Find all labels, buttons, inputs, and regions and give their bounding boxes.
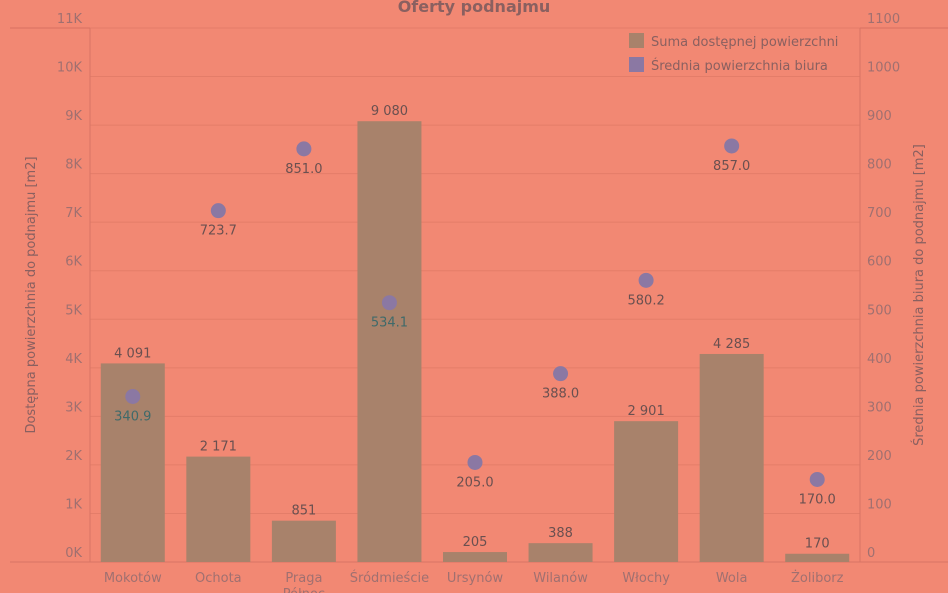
x-tick-label: Ochota [195, 571, 242, 586]
bar-value-label: 2 901 [628, 404, 665, 419]
dot-value-label: 340.9 [114, 410, 151, 425]
dot-value-label: 857.0 [713, 159, 750, 174]
x-tick-label: Mokotów [104, 571, 162, 586]
left-tick-label: 11K [57, 12, 83, 27]
x-tick-label: Praga [285, 571, 322, 586]
bar-value-label: 388 [548, 526, 573, 541]
bar-value-label: 205 [463, 535, 488, 550]
left-tick-label: 10K [57, 61, 83, 76]
x-tick-label: Śródmieście [350, 570, 429, 586]
bars: 4 091 2 171 851 9 080 205 388 2 901 4 285 170 [100, 104, 850, 562]
legend-swatch-bars [629, 33, 644, 48]
x-tick-label: Wilanów [533, 571, 588, 586]
right-tick-label: 900 [867, 109, 892, 124]
x-tick-label: Ursynów [447, 571, 504, 586]
bar [186, 456, 251, 562]
dots: 340.9 723.7 851.0 534.1 205.0 388.0 580.2 857.0… [114, 138, 836, 507]
bar-value-label: 9 080 [371, 104, 408, 119]
right-tick-label: 1100 [867, 12, 900, 27]
right-tick-label: 600 [867, 255, 892, 270]
right-axis-title: Średnia powierzchnia biura do podnajmu [… [911, 144, 927, 446]
right-tick-label: 100 [867, 497, 892, 512]
left-axis-title: Dostępna powierzchnia do podnajmu [m2] [24, 156, 39, 433]
dot [296, 141, 312, 157]
left-tick-label: 7K [65, 206, 82, 221]
left-tick-label: 8K [65, 158, 82, 173]
bar-value-label: 4 091 [114, 346, 151, 361]
left-axis-ticks: 0K 1K 2K 3K 4K 5K 6K 7K 8K 9K 10K 11K [57, 12, 83, 561]
bar [785, 553, 850, 562]
right-tick-label: 200 [867, 449, 892, 464]
right-tick-label: 700 [867, 206, 892, 221]
right-tick-label: 500 [867, 303, 892, 318]
dot [724, 138, 740, 154]
dot-value-label: 851.0 [285, 162, 322, 177]
bar [528, 543, 593, 562]
legend-label-bars: Suma dostępnej powierzchni [651, 35, 838, 50]
chart-title: Oferty podnajmu [398, 0, 551, 16]
right-tick-label: 800 [867, 158, 892, 173]
dot-value-label: 170.0 [799, 492, 836, 507]
x-tick-label: Włochy [622, 571, 670, 586]
dot-value-label: 534.1 [371, 316, 408, 331]
x-axis-labels: Mokotów Ochota PragaPółnoc Śródmieście Ursyn… [104, 570, 844, 593]
dot [381, 295, 397, 311]
x-tick-label: Żoliborz [791, 570, 844, 586]
right-tick-label: 0 [867, 546, 875, 561]
dot [809, 471, 825, 487]
left-tick-label: 3K [65, 400, 82, 415]
dot-value-label: 723.7 [200, 224, 237, 239]
legend: Suma dostępnej powierzchni Średnia powie… [629, 33, 838, 74]
x-tick-label: Północ [283, 587, 325, 593]
left-tick-label: 2K [65, 449, 82, 464]
left-tick-label: 6K [65, 255, 82, 270]
dot [553, 366, 569, 382]
legend-swatch-dots [629, 57, 644, 72]
dot [467, 454, 483, 470]
left-tick-label: 0K [65, 546, 82, 561]
right-tick-label: 1000 [867, 61, 900, 76]
right-tick-label: 300 [867, 400, 892, 415]
left-tick-label: 1K [65, 497, 82, 512]
dot [638, 272, 654, 288]
bar [699, 353, 764, 562]
dot [125, 389, 141, 405]
x-tick-label: Wola [716, 571, 748, 586]
dot-value-label: 205.0 [456, 475, 493, 490]
bar [357, 121, 422, 562]
left-tick-label: 9K [65, 109, 82, 124]
bar [443, 552, 507, 562]
right-tick-label: 400 [867, 352, 892, 367]
bar [271, 520, 336, 562]
left-tick-label: 5K [65, 303, 82, 318]
bar-value-label: 851 [291, 504, 316, 519]
dot-value-label: 580.2 [628, 293, 665, 308]
bar-value-label: 4 285 [713, 337, 750, 352]
left-tick-label: 4K [65, 352, 82, 367]
bar-value-label: 2 171 [200, 440, 237, 455]
right-axis-ticks: 0 100 200 300 400 500 600 700 800 900 1000 1100 [867, 12, 900, 561]
legend-label-dots: Średnia powierzchnia biura [651, 58, 828, 74]
dot-value-label: 388.0 [542, 387, 579, 402]
dot [210, 203, 226, 219]
bar [614, 421, 679, 562]
bar-value-label: 170 [805, 537, 830, 552]
